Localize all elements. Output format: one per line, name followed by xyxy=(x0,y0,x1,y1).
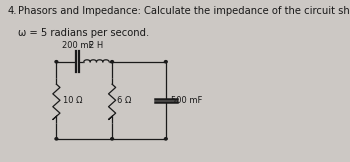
Text: 500 mF: 500 mF xyxy=(171,96,202,105)
Text: 10 Ω: 10 Ω xyxy=(63,96,82,105)
Circle shape xyxy=(55,138,58,140)
Circle shape xyxy=(111,138,113,140)
Circle shape xyxy=(164,61,167,63)
Text: 200 mF: 200 mF xyxy=(62,41,93,50)
Text: 4.: 4. xyxy=(7,6,17,16)
Text: 6 Ω: 6 Ω xyxy=(117,96,132,105)
Text: 2 H: 2 H xyxy=(89,41,104,50)
Circle shape xyxy=(164,138,167,140)
Text: ω = 5 radians per second.: ω = 5 radians per second. xyxy=(18,28,149,38)
Text: Phasors and Impedance: Calculate the impedance of the circuit shown below at: Phasors and Impedance: Calculate the imp… xyxy=(18,6,350,16)
Circle shape xyxy=(111,61,113,63)
Circle shape xyxy=(55,61,58,63)
